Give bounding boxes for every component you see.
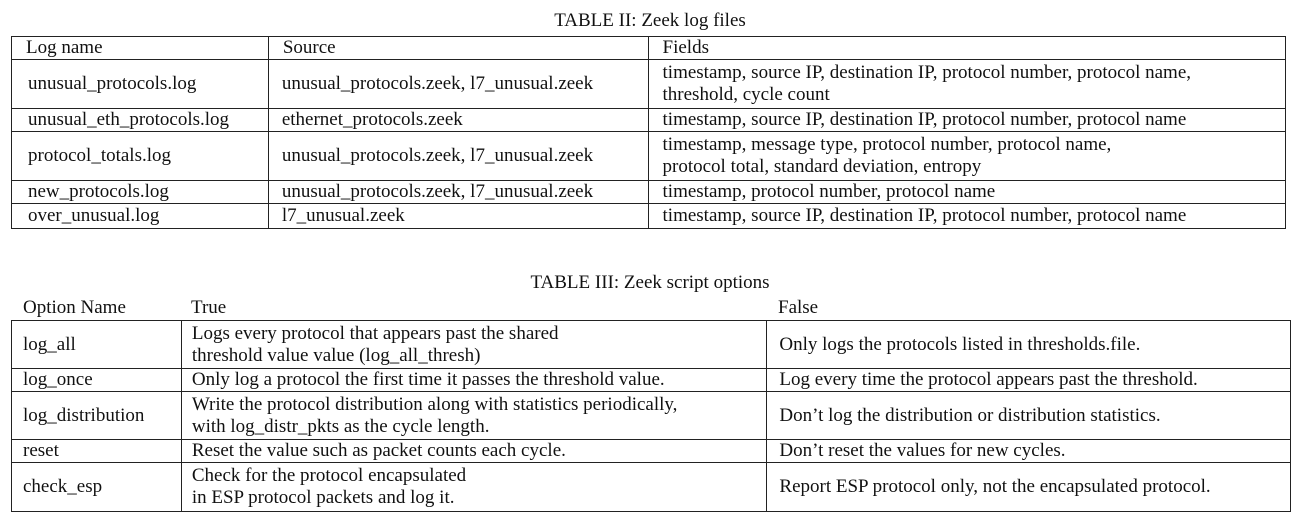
log-name-cell: over_unusual.log — [11, 203, 269, 229]
true-line: Only log a protocol the first time it pa… — [191, 369, 665, 390]
source-cell: ethernet_protocols.zeek — [267, 108, 649, 132]
fields-cell: timestamp, source IP, destination IP, pr… — [647, 59, 1287, 109]
source-cell: unusual_protocols.zeek, l7_unusual.zeek — [267, 131, 649, 181]
false-cell: Don’t reset the values for new cycles. — [766, 439, 1291, 463]
header-log-name: Log name — [11, 36, 269, 60]
header-false: False — [778, 297, 819, 318]
fields-cell: timestamp, message type, protocol number… — [647, 131, 1287, 181]
fields-cell: timestamp, source IP, destination IP, pr… — [647, 108, 1287, 132]
table2-caption: TABLE II: Zeek log files — [554, 10, 746, 31]
fields-line: timestamp, message type, protocol number… — [662, 134, 1112, 155]
fields-line: timestamp, source IP, destination IP, pr… — [662, 62, 1192, 83]
table-row: log_distribution Write the protocol dist… — [11, 391, 1291, 440]
true-line: threshold value value (log_all_thresh) — [191, 344, 481, 366]
true-line: Write the protocol distribution along wi… — [191, 393, 678, 415]
table-row: reset Reset the value such as packet cou… — [11, 439, 1291, 463]
fields-line: timestamp, protocol number, protocol nam… — [662, 181, 996, 202]
false-cell: Don’t log the distribution or distributi… — [766, 391, 1291, 440]
table-row: unusual_protocols.log unusual_protocols.… — [11, 59, 1287, 109]
option-name-cell: check_esp — [11, 462, 182, 512]
log-name-cell: unusual_protocols.log — [11, 59, 269, 109]
table-row: unusual_eth_protocols.log ethernet_proto… — [11, 108, 1287, 132]
true-cell: Check for the protocol encapsulated in E… — [180, 462, 768, 512]
source-cell: unusual_protocols.zeek, l7_unusual.zeek — [267, 59, 649, 109]
table-row: log_all Logs every protocol that appears… — [11, 320, 1291, 369]
header-option-name: Option Name — [23, 297, 126, 318]
false-cell: Report ESP protocol only, not the encaps… — [766, 462, 1291, 512]
true-cell: Reset the value such as packet counts ea… — [180, 439, 768, 463]
log-name-cell: protocol_totals.log — [11, 131, 269, 181]
log-name-cell: new_protocols.log — [11, 180, 269, 204]
fields-line: threshold, cycle count — [662, 84, 830, 105]
table3-caption: TABLE III: Zeek script options — [530, 272, 770, 293]
option-name-cell: log_once — [11, 368, 182, 392]
true-cell: Logs every protocol that appears past th… — [180, 320, 768, 369]
table-row: check_esp Check for the protocol encapsu… — [11, 462, 1291, 512]
zeek-log-files-table: Log name Source Fields unusual_protocols… — [11, 36, 1287, 229]
fields-line: protocol total, standard deviation, entr… — [662, 156, 982, 177]
source-cell: l7_unusual.zeek — [267, 203, 649, 229]
header-true: True — [191, 297, 227, 318]
true-line: with log_distr_pkts as the cycle length. — [191, 415, 490, 437]
fields-line: timestamp, source IP, destination IP, pr… — [662, 205, 1187, 226]
table-row: log_once Only log a protocol the first t… — [11, 368, 1291, 392]
true-line: Check for the protocol encapsulated — [191, 465, 467, 486]
table-row: new_protocols.log unusual_protocols.zeek… — [11, 180, 1287, 204]
true-line: Logs every protocol that appears past th… — [191, 322, 559, 344]
false-cell: Log every time the protocol appears past… — [766, 368, 1291, 392]
true-line: Reset the value such as packet counts ea… — [191, 440, 566, 461]
fields-cell: timestamp, protocol number, protocol nam… — [647, 180, 1287, 204]
option-name-cell: log_all — [11, 320, 182, 369]
false-cell: Only logs the protocols listed in thresh… — [766, 320, 1291, 369]
header-fields: Fields — [647, 36, 1287, 60]
log-name-cell: unusual_eth_protocols.log — [11, 108, 269, 132]
true-cell: Only log a protocol the first time it pa… — [180, 368, 768, 392]
true-line: in ESP protocol packets and log it. — [191, 487, 455, 508]
table-header-row: Log name Source Fields — [11, 36, 1287, 60]
header-source: Source — [267, 36, 649, 60]
source-cell: unusual_protocols.zeek, l7_unusual.zeek — [267, 180, 649, 204]
table-row: over_unusual.log l7_unusual.zeek timesta… — [11, 203, 1287, 229]
option-name-cell: log_distribution — [11, 391, 182, 440]
true-cell: Write the protocol distribution along wi… — [180, 391, 768, 440]
zeek-script-options-table: log_all Logs every protocol that appears… — [11, 320, 1291, 512]
table-row: protocol_totals.log unusual_protocols.ze… — [11, 131, 1287, 181]
fields-cell: timestamp, source IP, destination IP, pr… — [647, 203, 1287, 229]
fields-line: timestamp, source IP, destination IP, pr… — [662, 109, 1187, 130]
option-name-cell: reset — [11, 439, 182, 463]
